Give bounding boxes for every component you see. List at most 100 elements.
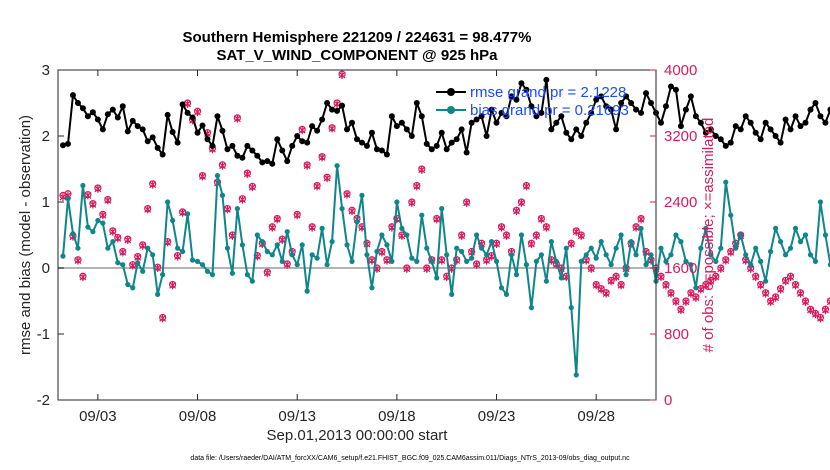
rmse-point	[189, 114, 196, 121]
bias-point	[194, 258, 201, 264]
obs-assimilated-point	[368, 256, 376, 265]
bias-point	[628, 239, 634, 245]
bias-point	[643, 262, 649, 268]
rmse-point	[84, 113, 91, 120]
bias-point	[588, 245, 594, 251]
obs-assimilated-point	[313, 182, 321, 191]
rmse-point	[393, 123, 400, 130]
rmse-point	[349, 119, 356, 126]
rmse-point	[757, 136, 764, 143]
obs-assimilated-point	[717, 264, 725, 273]
rmse-point	[104, 111, 111, 118]
rmse-point	[747, 119, 754, 126]
obs-assimilated-point	[273, 215, 281, 224]
bias-point	[763, 278, 769, 284]
obs-assimilated-point	[542, 223, 550, 232]
obs-assimilated-point	[687, 289, 695, 298]
obs-assimilated-point	[602, 289, 610, 298]
rmse-point	[583, 119, 590, 126]
rmse-point	[398, 119, 405, 126]
obs-assimilated-point	[298, 126, 306, 135]
rmse-point	[827, 106, 830, 113]
y-axis-left-label: rmse and bias (model - observation)	[17, 115, 34, 355]
bias-point	[658, 245, 664, 251]
bias-point	[434, 275, 440, 281]
bias-point	[743, 252, 749, 258]
rmse-point	[707, 126, 714, 133]
rmse-point	[518, 80, 525, 87]
bias-point	[259, 239, 265, 245]
rmse-point	[279, 147, 286, 154]
bias-point	[424, 245, 430, 251]
bias-point	[733, 245, 739, 251]
rmse-point	[742, 113, 749, 120]
rmse-point	[249, 147, 256, 154]
obs-assimilated-point	[154, 264, 162, 272]
bias-point	[249, 278, 255, 284]
bias-point	[120, 262, 126, 268]
rmse-point	[114, 114, 121, 121]
rmse-point	[468, 119, 475, 126]
bias-point	[229, 270, 236, 276]
rmse-point	[149, 134, 156, 141]
bias-point	[349, 258, 355, 264]
bias-point	[449, 291, 455, 297]
obs-assimilated-point	[637, 215, 645, 224]
bias-point	[189, 257, 196, 263]
obs-assimilated-point	[493, 240, 500, 249]
obs-assimilated-point	[826, 297, 830, 306]
obs-assimilated-point	[59, 193, 67, 202]
rmse-point	[418, 113, 425, 120]
bias-point	[748, 262, 754, 268]
rmse-point	[453, 136, 460, 143]
bias-point	[718, 245, 724, 251]
obs-assimilated-point	[124, 235, 132, 244]
obs-assimilated-point	[184, 99, 191, 108]
obs-assimilated-point	[84, 191, 92, 200]
bias-point	[150, 252, 156, 258]
obs-assimilated-point	[194, 108, 201, 117]
bias-point	[314, 255, 320, 261]
obs-assimilated-point	[328, 124, 336, 133]
rmse-point	[344, 126, 351, 133]
obs-assimilated-point	[104, 196, 112, 205]
rmse-point	[463, 149, 470, 156]
bias-line	[62, 164, 830, 376]
obs-assimilated-point	[503, 231, 510, 240]
bias-point	[688, 262, 694, 268]
bias-point	[105, 245, 111, 251]
obs-assimilated-point	[802, 297, 809, 306]
bias-point	[623, 272, 629, 278]
y-tick-label-left: 0	[42, 260, 50, 277]
obs-assimilated-point	[293, 211, 301, 220]
rmse-point	[363, 142, 370, 149]
obs-assimilated-point	[403, 264, 411, 273]
rmse-point	[523, 86, 530, 93]
rmse-point	[628, 100, 635, 106]
bias-point	[513, 272, 520, 278]
obs-assimilated-point	[797, 289, 804, 298]
x-tick-label: 09/03	[79, 408, 117, 425]
rmse-point	[134, 123, 141, 130]
bias-point	[563, 245, 569, 251]
bias-point	[294, 262, 300, 268]
rmse-point	[543, 76, 550, 83]
bias-point	[703, 225, 709, 231]
rmse-point	[119, 103, 126, 110]
rmse-point	[563, 129, 570, 136]
bias-point	[777, 239, 784, 245]
rmse-point	[174, 139, 181, 146]
rmse-point	[732, 123, 739, 130]
rmse-point	[603, 103, 610, 110]
obs-assimilated-point	[408, 198, 416, 207]
rmse-point	[712, 133, 719, 139]
bias-point	[404, 232, 410, 238]
obs-assimilated-point	[139, 241, 147, 250]
bias-point	[693, 285, 699, 291]
rmse-point	[408, 133, 415, 139]
obs-assimilated-point	[812, 310, 819, 319]
rmse-point	[662, 103, 669, 110]
bias-point	[329, 239, 335, 245]
obs-assimilated-point	[782, 277, 789, 286]
obs-assimilated-point	[762, 289, 770, 298]
